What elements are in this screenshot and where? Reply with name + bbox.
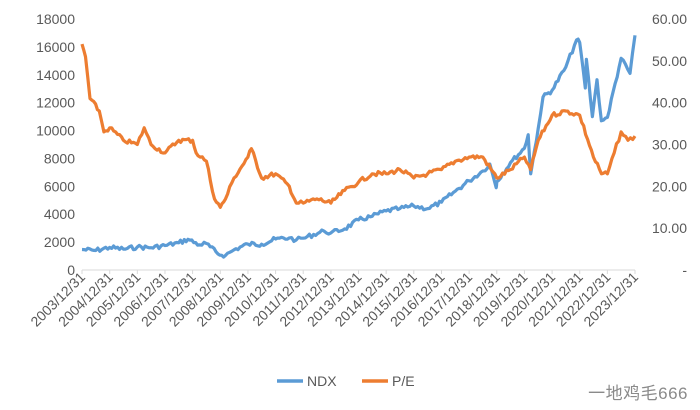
- y-right-tick-label: 30.00: [652, 137, 687, 153]
- y-left-tick-label: 16000: [36, 39, 75, 55]
- legend-label-pe: P/E: [392, 373, 415, 389]
- y-right-tick-label: 40.00: [652, 95, 687, 111]
- y-right-tick-label: -: [682, 262, 687, 278]
- y-right-tick-label: 50.00: [652, 53, 687, 69]
- y-left-tick-label: 2000: [44, 234, 75, 250]
- y-axis-right-labels: - 10.00 20.00 30.00 40.00 50.00 60.00: [652, 11, 687, 278]
- legend: NDX P/E: [277, 373, 415, 389]
- y-left-tick-label: 10000: [36, 123, 75, 139]
- y-left-tick-label: 6000: [44, 178, 75, 194]
- y-left-tick-label: 14000: [36, 67, 75, 83]
- y-left-tick-label: 18000: [36, 11, 75, 27]
- y-right-tick-label: 10.00: [652, 220, 687, 236]
- series-layer: [80, 35, 637, 259]
- y-axis-left-labels: 0 2000 4000 6000 8000 10000 12000 14000 16000 180…: [36, 11, 75, 278]
- y-left-tick-label: 0: [67, 262, 75, 278]
- series-line-ndx: [81, 35, 637, 259]
- y-left-tick-label: 8000: [44, 150, 75, 166]
- y-left-tick-label: 4000: [44, 206, 75, 222]
- y-left-tick-label: 12000: [36, 95, 75, 111]
- x-axis-ticks: [81, 270, 636, 274]
- watermark: 一地鸡毛666: [588, 384, 688, 403]
- y-right-tick-label: 20.00: [652, 178, 687, 194]
- legend-label-ndx: NDX: [307, 373, 337, 389]
- y-right-tick-label: 60.00: [652, 11, 687, 27]
- series-line-pe: [80, 43, 637, 209]
